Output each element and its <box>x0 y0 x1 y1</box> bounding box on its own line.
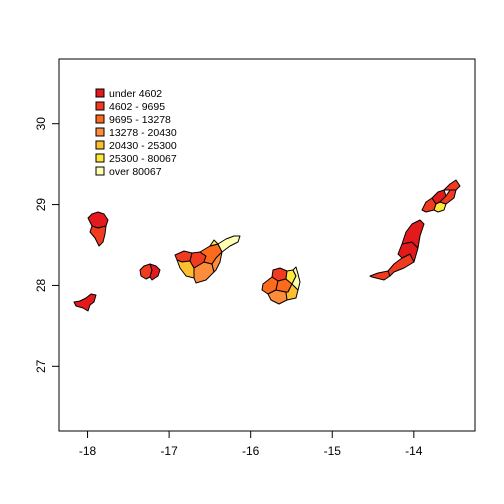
municipality-la-palma-north <box>87 211 109 229</box>
island-lanzarote <box>421 179 461 213</box>
legend-item: under 4602 <box>95 88 162 100</box>
y-tick-label: 29 <box>34 198 48 212</box>
legend-item: 9695 - 13278 <box>95 114 171 126</box>
municipality-tenerife-capital <box>217 235 241 253</box>
x-tick-label: -14 <box>405 444 423 458</box>
legend-item: over 80067 <box>95 166 162 178</box>
municipality-gc-capital <box>291 266 301 291</box>
municipality-lz-north <box>443 179 461 191</box>
legend-swatch <box>95 140 105 150</box>
legend-label: 4602 - 9695 <box>109 101 165 113</box>
y-tick-label: 30 <box>34 117 48 131</box>
legend-swatch <box>95 88 105 98</box>
legend-item: 13278 - 20430 <box>95 127 177 139</box>
y-tick-label: 27 <box>34 359 48 373</box>
municipality-tenerife-laguna <box>209 239 219 247</box>
island-la-gomera <box>139 263 161 281</box>
island-fuerteventura <box>369 219 425 281</box>
legend-swatch <box>95 127 105 137</box>
x-tick-label: -16 <box>242 444 260 458</box>
municipality-fv-south <box>369 270 391 281</box>
x-tick-label: -17 <box>160 444 178 458</box>
municipality-tenerife-east <box>211 251 223 273</box>
island-el-hierro <box>73 293 97 312</box>
legend-item: 25300 - 80067 <box>95 153 177 165</box>
legend-label: 20430 - 25300 <box>109 140 177 152</box>
municipality-el-hierro-1 <box>73 293 97 312</box>
municipality-la-palma-south <box>89 225 107 247</box>
y-tick-label: 28 <box>34 278 48 292</box>
legend-swatch <box>95 166 105 176</box>
x-tick-label: -18 <box>79 444 97 458</box>
islands <box>73 179 461 312</box>
legend-item: 4602 - 9695 <box>95 101 165 113</box>
legend-item: 20430 - 25300 <box>95 140 177 152</box>
island-la-palma <box>87 211 109 247</box>
municipality-fv-capital <box>401 219 425 249</box>
legend-label: under 4602 <box>109 88 162 100</box>
legend-label: 9695 - 13278 <box>109 114 171 126</box>
legend-swatch <box>95 101 105 111</box>
island-gran-canaria <box>261 266 301 305</box>
legend-swatch <box>95 153 105 163</box>
municipality-la-gomera-east <box>149 263 161 281</box>
x-tick-label: -15 <box>324 444 342 458</box>
legend-swatch <box>95 114 105 124</box>
x-axis: -18 -17 -16 -15 -14 <box>79 430 423 458</box>
legend-label: over 80067 <box>109 166 162 178</box>
legend-label: 13278 - 20430 <box>109 127 177 139</box>
island-tenerife <box>174 235 241 284</box>
legend-label: 25300 - 80067 <box>109 153 177 165</box>
y-axis: 27 28 29 30 <box>34 117 60 373</box>
